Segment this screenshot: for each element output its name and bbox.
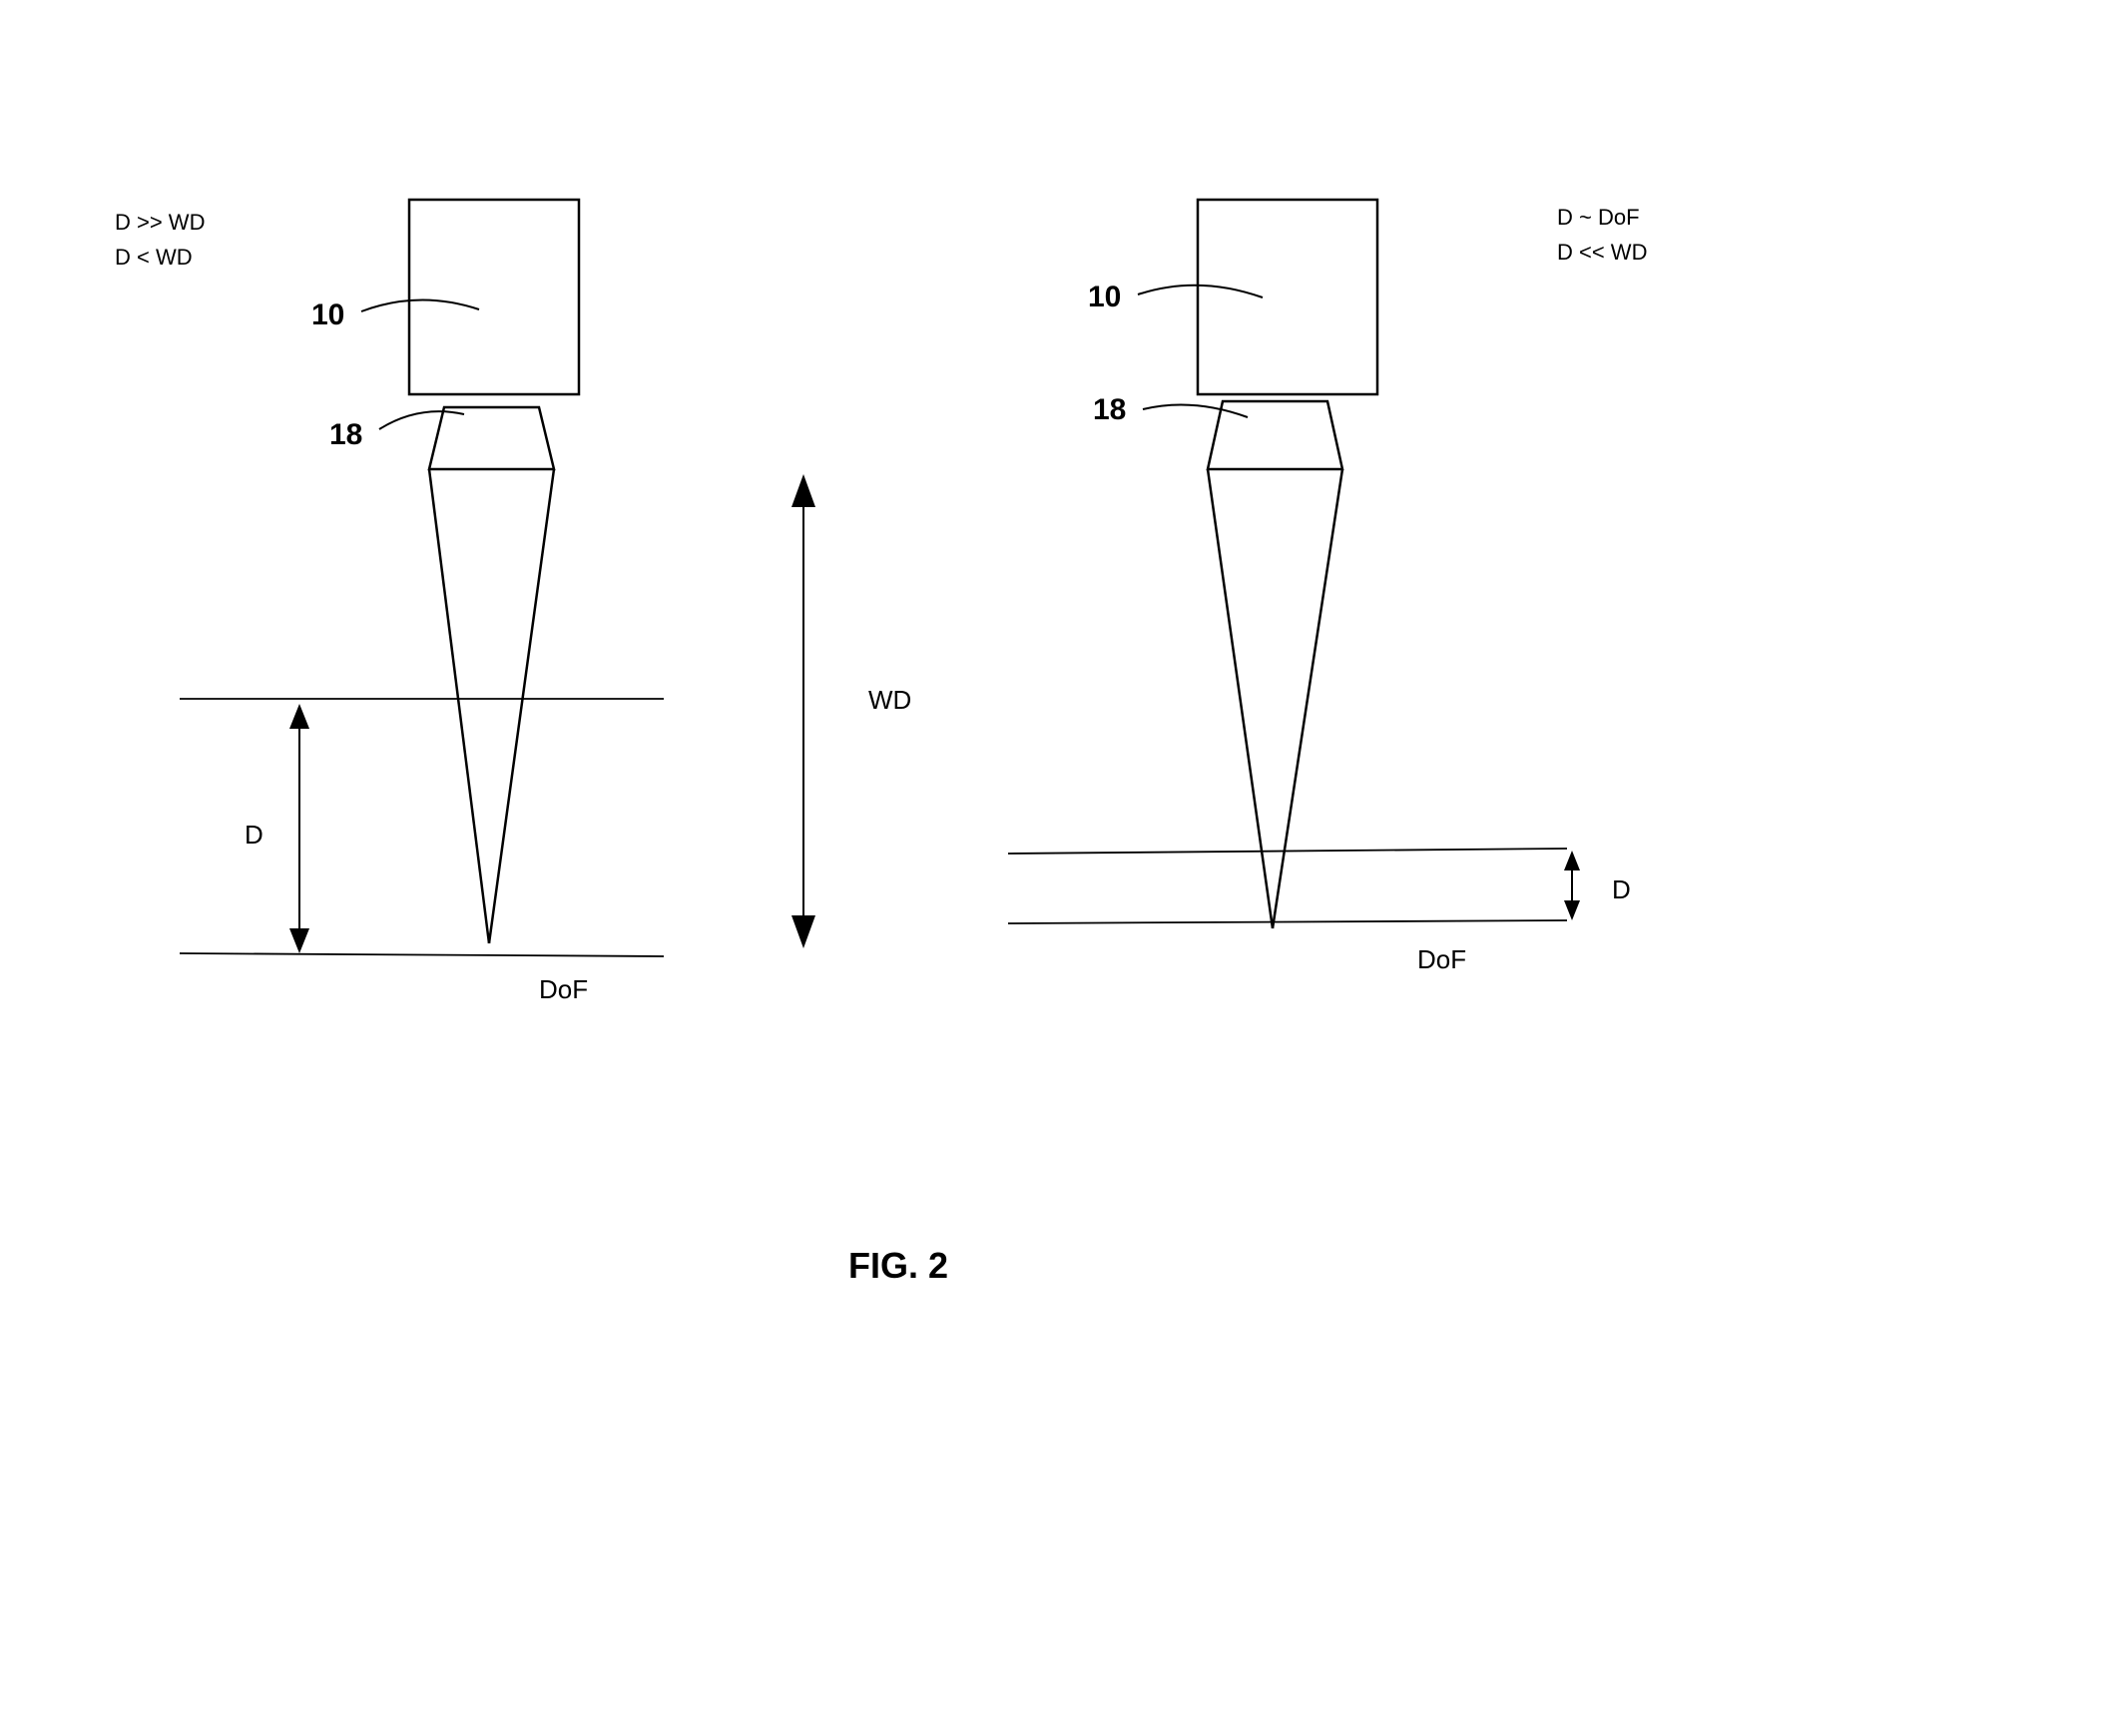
right-lens-label: 18	[1093, 393, 1126, 426]
left-camera-label: 10	[311, 298, 344, 331]
right-d-label: D	[1612, 874, 1631, 904]
figure-2-diagram: D >> WD D < WD 10 18 DoF D WD D ~ DoF	[0, 0, 2101, 1736]
left-condition-2: D < WD	[115, 245, 193, 270]
background	[0, 0, 2101, 1736]
right-condition-2: D << WD	[1557, 240, 1647, 265]
left-lens-label: 18	[329, 418, 362, 451]
right-condition-1: D ~ DoF	[1557, 205, 1640, 230]
left-d-label: D	[245, 820, 263, 850]
left-condition-1: D >> WD	[115, 210, 205, 235]
right-dof-label: DoF	[1417, 944, 1466, 974]
figure-caption: FIG. 2	[848, 1245, 948, 1286]
wd-label: WD	[868, 685, 911, 715]
right-camera-label: 10	[1088, 281, 1121, 313]
left-dof-label: DoF	[539, 974, 588, 1004]
